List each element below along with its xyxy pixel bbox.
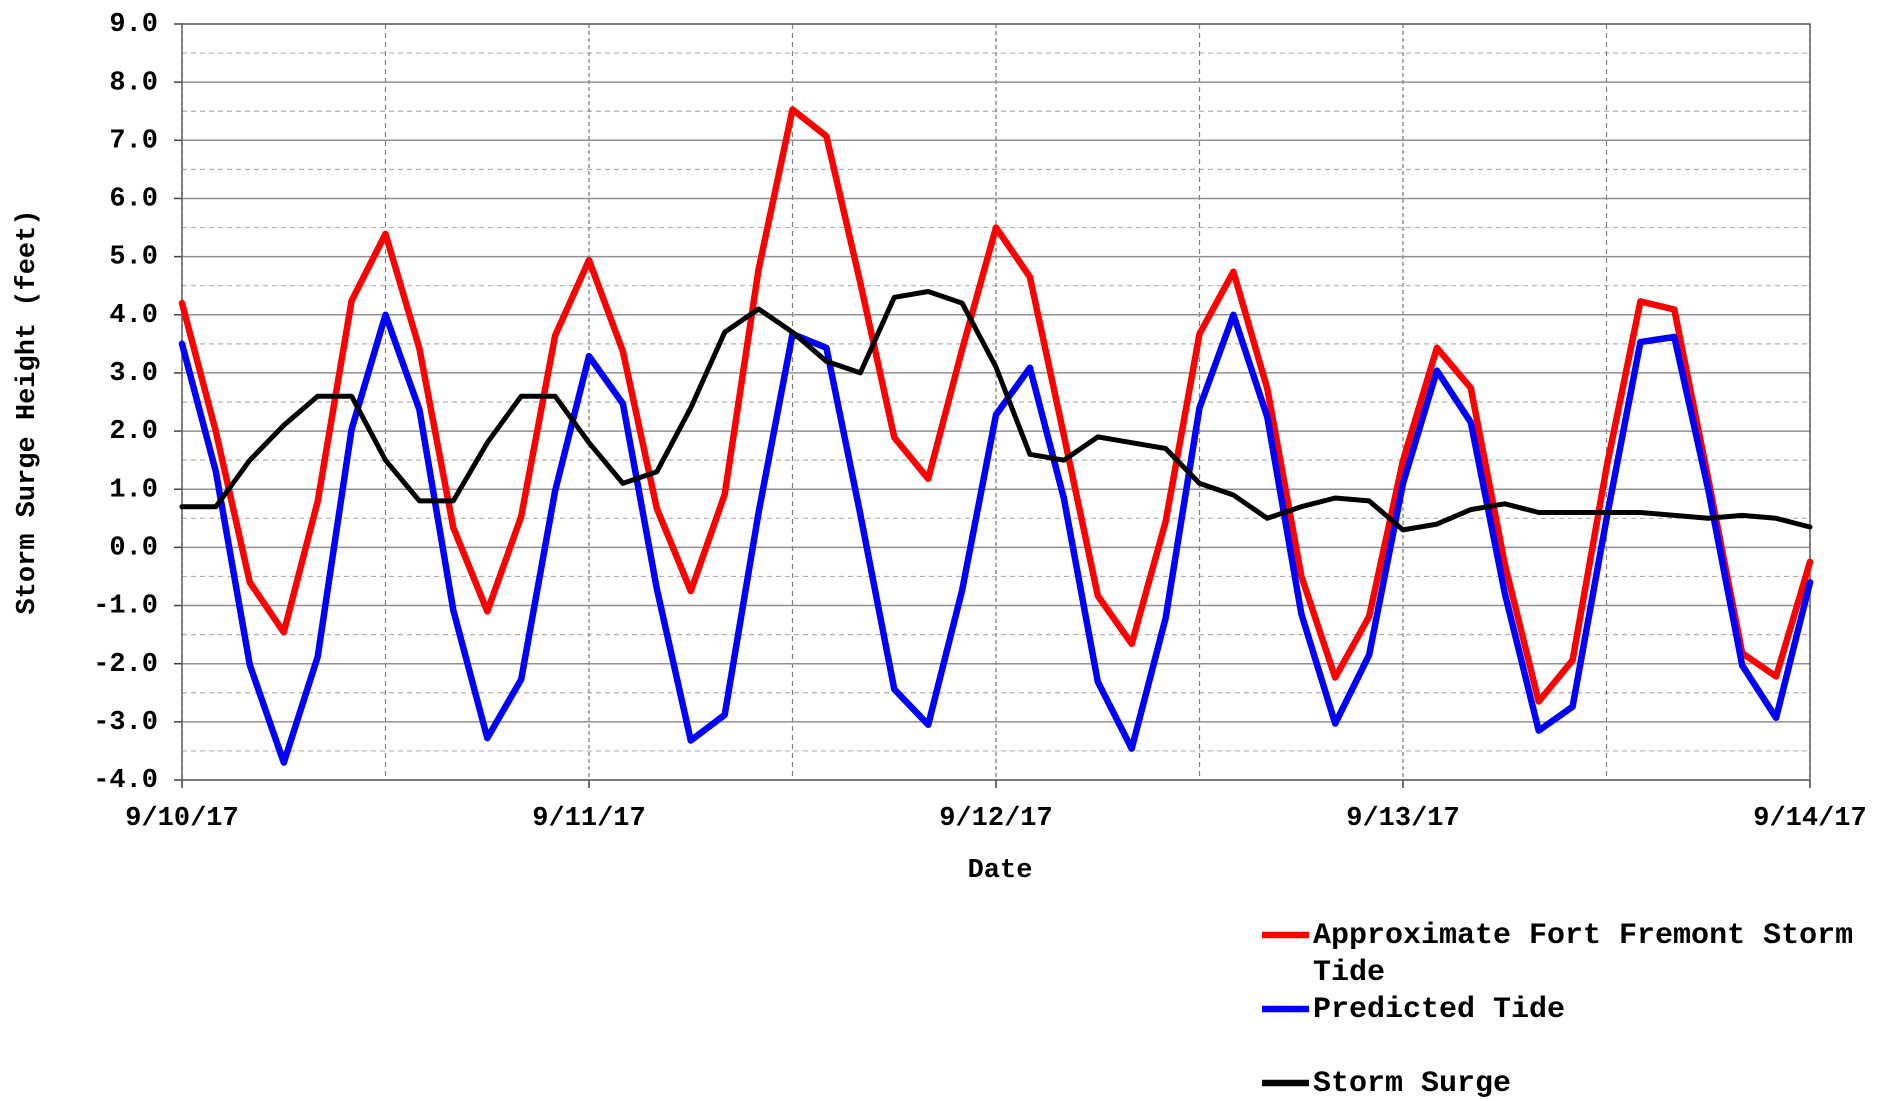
y-tick-label: -1.0 (93, 592, 158, 622)
x-tick-label: 9/12/17 (939, 804, 1052, 834)
series-line (178, 106, 1814, 705)
y-tick-label: -3.0 (93, 708, 158, 738)
y-tick-label: 6.0 (109, 185, 158, 215)
series-line (178, 311, 1814, 766)
x-tick-label: 9/10/17 (125, 804, 238, 834)
legend-label: Storm Surge (1313, 1067, 1511, 1101)
y-tick-label: 7.0 (109, 126, 158, 156)
series-line (179, 289, 1813, 533)
y-tick-label: 1.0 (109, 475, 158, 505)
y-tick-label: 3.0 (109, 359, 158, 389)
y-tick-label: -4.0 (93, 766, 158, 796)
y-tick-label: 8.0 (109, 68, 158, 98)
y-tick-label: -2.0 (93, 650, 158, 680)
y-tick-label: 2.0 (109, 417, 158, 447)
x-tick-label: 9/14/17 (1753, 804, 1866, 834)
legend-label: Approximate Fort Fremont Storm Tide (1313, 919, 1853, 990)
y-axis-title: Storm Surge Height (feet) (13, 209, 43, 614)
x-axis-title: Date (968, 856, 1033, 886)
y-tick-label: 4.0 (109, 301, 158, 331)
legend-label-line: Approximate Fort Fremont Storm (1313, 919, 1853, 953)
y-tick-label: 0.0 (109, 534, 158, 564)
legend-label-line: Tide (1313, 956, 1385, 990)
x-tick-label: 9/11/17 (532, 804, 645, 834)
legend-label: Predicted Tide (1313, 993, 1565, 1027)
y-tick-label: 9.0 (109, 10, 158, 40)
x-tick-label: 9/13/17 (1346, 804, 1459, 834)
y-tick-label: 5.0 (109, 243, 158, 273)
plot-frame (181, 23, 1811, 781)
